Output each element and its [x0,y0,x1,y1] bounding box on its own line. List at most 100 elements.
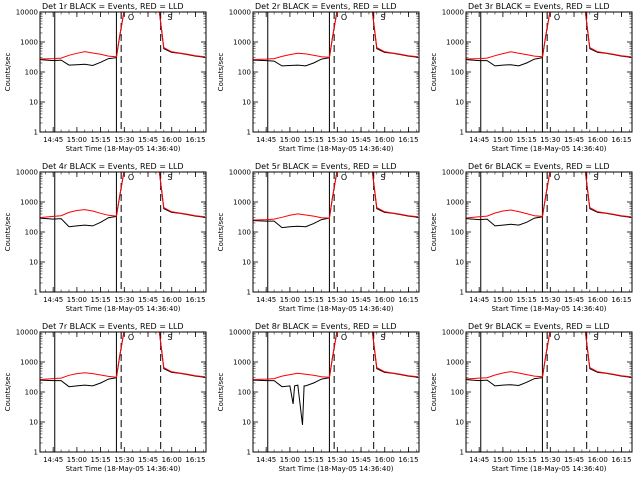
marker-annotation: S [167,13,172,22]
events-series-line [466,172,631,227]
marker-annotation: O [554,333,560,342]
x-axis-label: Start Time (18-May-05 14:36:40) [278,465,393,473]
y-tick-label: 10000 [442,169,464,177]
series-group [466,12,631,67]
y-tick-label: 10 [242,419,251,427]
x-tick-label: 15:15 [91,136,111,144]
panel-det-3: Det 3r BLACK = Events, RED = LLD Counts/s… [430,2,633,153]
x-axis-label: Start Time (18-May-05 14:36:40) [278,145,393,153]
y-tick-label: 10 [242,259,251,267]
x-tick-label: 15:45 [564,296,584,304]
marker-annotation: S [380,13,385,22]
y-tick-label: 100 [25,229,38,237]
x-tick-label: 15:45 [138,296,158,304]
y-tick-label: 100 [451,69,464,77]
y-axis-label: Counts/sec [430,53,438,92]
marker-annotation: O [554,173,560,182]
series-group [253,172,418,229]
lld-series-line [253,172,418,221]
y-tick-label: 10 [455,99,464,107]
y-tick-label: 10 [455,419,464,427]
y-tick-label: 100 [238,69,251,77]
lld-series-line [253,332,418,381]
x-tick-label: 16:00 [375,296,395,304]
x-tick-label: 15:30 [327,296,347,304]
lld-series-line [40,172,205,219]
panel-title: Det 3r BLACK = Events, RED = LLD [468,2,610,11]
x-tick-label: 15:30 [327,456,347,464]
series-group [466,332,631,387]
marker-annotation: O [128,173,134,182]
x-tick-label: 15:30 [114,136,134,144]
x-tick-label: 15:45 [564,456,584,464]
y-tick-label: 10 [29,419,38,427]
y-tick-label: 1000 [233,359,251,367]
x-tick-label: 15:45 [351,296,371,304]
x-tick-label: 16:00 [375,456,395,464]
panel-title: Det 5r BLACK = Events, RED = LLD [255,162,397,171]
x-tick-label: 14:45 [469,136,489,144]
x-axis-label: Start Time (18-May-05 14:36:40) [65,465,180,473]
y-axis-label: Counts/sec [430,213,438,252]
y-tick-label: 100 [451,389,464,397]
plot-frame [465,331,633,453]
series-group [40,172,205,228]
x-axis-label: Start Time (18-May-05 14:36:40) [65,305,180,313]
y-tick-label: 1000 [446,359,464,367]
y-tick-label: 1 [460,289,464,297]
y-tick-label: 1 [247,289,251,297]
marker-annotation: S [380,333,385,342]
y-tick-label: 1000 [446,199,464,207]
x-tick-label: 15:15 [517,136,537,144]
y-tick-label: 1000 [446,39,464,47]
lld-series-line [466,172,631,219]
y-tick-label: 10000 [16,9,38,17]
y-tick-label: 100 [25,69,38,77]
x-tick-label: 15:30 [540,296,560,304]
x-tick-label: 15:45 [351,136,371,144]
x-tick-label: 15:00 [493,456,513,464]
x-tick-label: 15:45 [138,136,158,144]
y-tick-label: 1 [460,449,464,457]
y-axis-label: Counts/sec [4,213,12,252]
y-tick-label: 10000 [229,9,251,17]
y-tick-label: 1 [247,449,251,457]
y-tick-label: 10000 [442,9,464,17]
y-axis-label: Counts/sec [430,373,438,412]
lld-series-line [40,12,205,60]
x-tick-label: 14:45 [43,456,63,464]
y-tick-label: 10 [455,259,464,267]
series-group [466,172,631,227]
x-tick-label: 15:00 [280,136,300,144]
y-tick-label: 10000 [229,329,251,337]
x-tick-label: 14:45 [256,456,276,464]
panel-title: Det 4r BLACK = Events, RED = LLD [42,162,184,171]
events-series-line [40,172,205,228]
x-tick-label: 15:45 [351,456,371,464]
lld-series-line [466,332,631,380]
marker-annotation: S [380,173,385,182]
panel-det-9: Det 9r BLACK = Events, RED = LLD Counts/s… [430,322,633,473]
panel-det-1: Det 1r BLACK = Events, RED = LLD Counts/s… [4,2,207,153]
x-tick-label: 16:15 [185,136,205,144]
x-tick-label: 15:45 [564,136,584,144]
x-tick-label: 15:30 [540,136,560,144]
x-tick-label: 16:00 [162,136,182,144]
plot-frame [252,171,420,293]
x-tick-label: 16:00 [588,456,608,464]
x-tick-label: 16:00 [588,296,608,304]
y-tick-label: 1 [34,449,38,457]
panel-title: Det 6r BLACK = Events, RED = LLD [468,162,610,171]
y-tick-label: 10000 [16,169,38,177]
x-tick-label: 15:30 [114,296,134,304]
x-tick-label: 15:15 [517,456,537,464]
marker-annotation: O [128,13,134,22]
marker-annotation: S [593,333,598,342]
y-tick-label: 1 [460,129,464,137]
y-tick-label: 1000 [20,39,38,47]
marker-annotation: O [341,13,347,22]
x-tick-label: 15:00 [67,296,87,304]
x-tick-label: 15:00 [493,136,513,144]
x-tick-label: 15:00 [67,136,87,144]
marker-annotation: S [593,13,598,22]
